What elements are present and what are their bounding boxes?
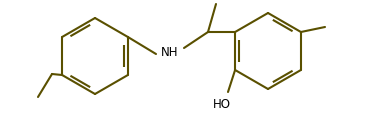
Text: NH: NH bbox=[161, 45, 179, 58]
Text: HO: HO bbox=[213, 98, 231, 111]
